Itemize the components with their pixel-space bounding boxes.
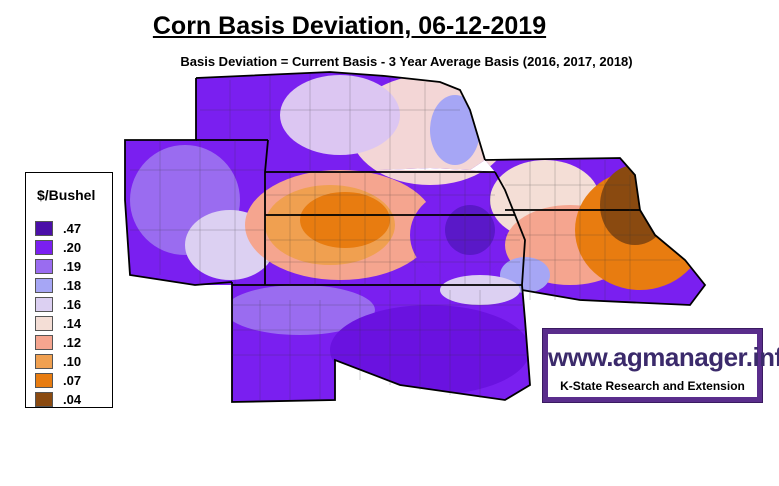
legend-swatch [35,259,53,274]
legend-label: .18 [63,278,82,293]
legend-swatch [35,297,53,312]
legend-label: .04 [63,392,82,407]
agmanager-badge: www.agmanager.info K-State Research and … [542,328,779,403]
brand-org: K-State Research and Extension [560,379,745,393]
legend-swatch [35,335,53,350]
legend-swatch [35,316,53,331]
brand-url: www.agmanager.info [548,342,779,372]
legend-label: .20 [63,240,82,255]
legend-item: .47 [35,220,81,237]
map-legend: $/Bushel .47 .20 .19 .18 .16 .14 .12 .10… [25,172,113,408]
legend-item: .07 [35,372,81,389]
legend-label: .10 [63,354,82,369]
legend-item: .20 [35,239,81,256]
legend-label: .12 [63,335,82,350]
legend-label: .07 [63,373,82,388]
legend-swatch [35,240,53,255]
legend-item: .14 [35,315,81,332]
legend-swatch [35,354,53,369]
legend-label: .47 [63,221,82,236]
legend-label: .16 [63,297,82,312]
legend-item: .12 [35,334,81,351]
map-title: Corn Basis Deviation, 06-12-2019 [152,12,547,40]
legend-swatch [35,278,53,293]
legend-item: .10 [35,353,81,370]
agmanager-badge-inner: www.agmanager.info K-State Research and … [548,334,779,397]
legend-swatch [35,392,53,407]
legend-swatch [35,373,53,388]
legend-item: .18 [35,277,81,294]
legend-label: .19 [63,259,82,274]
legend-item: .04 [35,391,81,408]
legend-item: .16 [35,296,81,313]
legend-title: $/Bushel [37,187,96,203]
map-subtitle: Basis Deviation = Current Basis - 3 Year… [180,54,633,69]
legend-swatch [35,221,53,236]
legend-label: .14 [63,316,82,331]
legend-item: .19 [35,258,81,275]
